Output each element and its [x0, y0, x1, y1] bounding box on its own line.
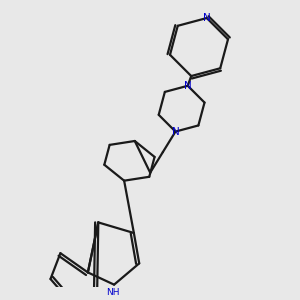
Text: NH: NH [106, 288, 119, 297]
Text: N: N [184, 81, 192, 91]
Text: N: N [203, 13, 211, 23]
Text: N: N [172, 127, 179, 136]
